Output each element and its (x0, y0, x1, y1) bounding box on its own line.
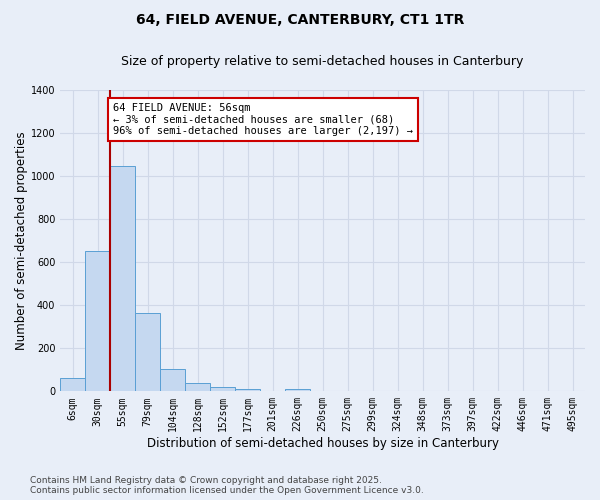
Bar (285, 389, 310, 392)
Bar (210, 386, 235, 392)
Text: 64 FIELD AVENUE: 56sqm
← 3% of semi-detached houses are smaller (68)
96% of semi: 64 FIELD AVENUE: 56sqm ← 3% of semi-deta… (113, 103, 413, 136)
Y-axis label: Number of semi-detached properties: Number of semi-detached properties (15, 132, 28, 350)
Bar (160, 370, 185, 392)
Bar (235, 390, 260, 392)
Bar (185, 383, 210, 392)
Title: Size of property relative to semi-detached houses in Canterbury: Size of property relative to semi-detach… (121, 55, 524, 68)
Bar (110, 166, 135, 392)
Text: Contains HM Land Registry data © Crown copyright and database right 2025.
Contai: Contains HM Land Registry data © Crown c… (30, 476, 424, 495)
Text: 64, FIELD AVENUE, CANTERBURY, CT1 1TR: 64, FIELD AVENUE, CANTERBURY, CT1 1TR (136, 12, 464, 26)
Bar (60, 378, 85, 392)
Bar (135, 314, 160, 392)
X-axis label: Distribution of semi-detached houses by size in Canterbury: Distribution of semi-detached houses by … (146, 437, 499, 450)
Bar (85, 252, 110, 392)
